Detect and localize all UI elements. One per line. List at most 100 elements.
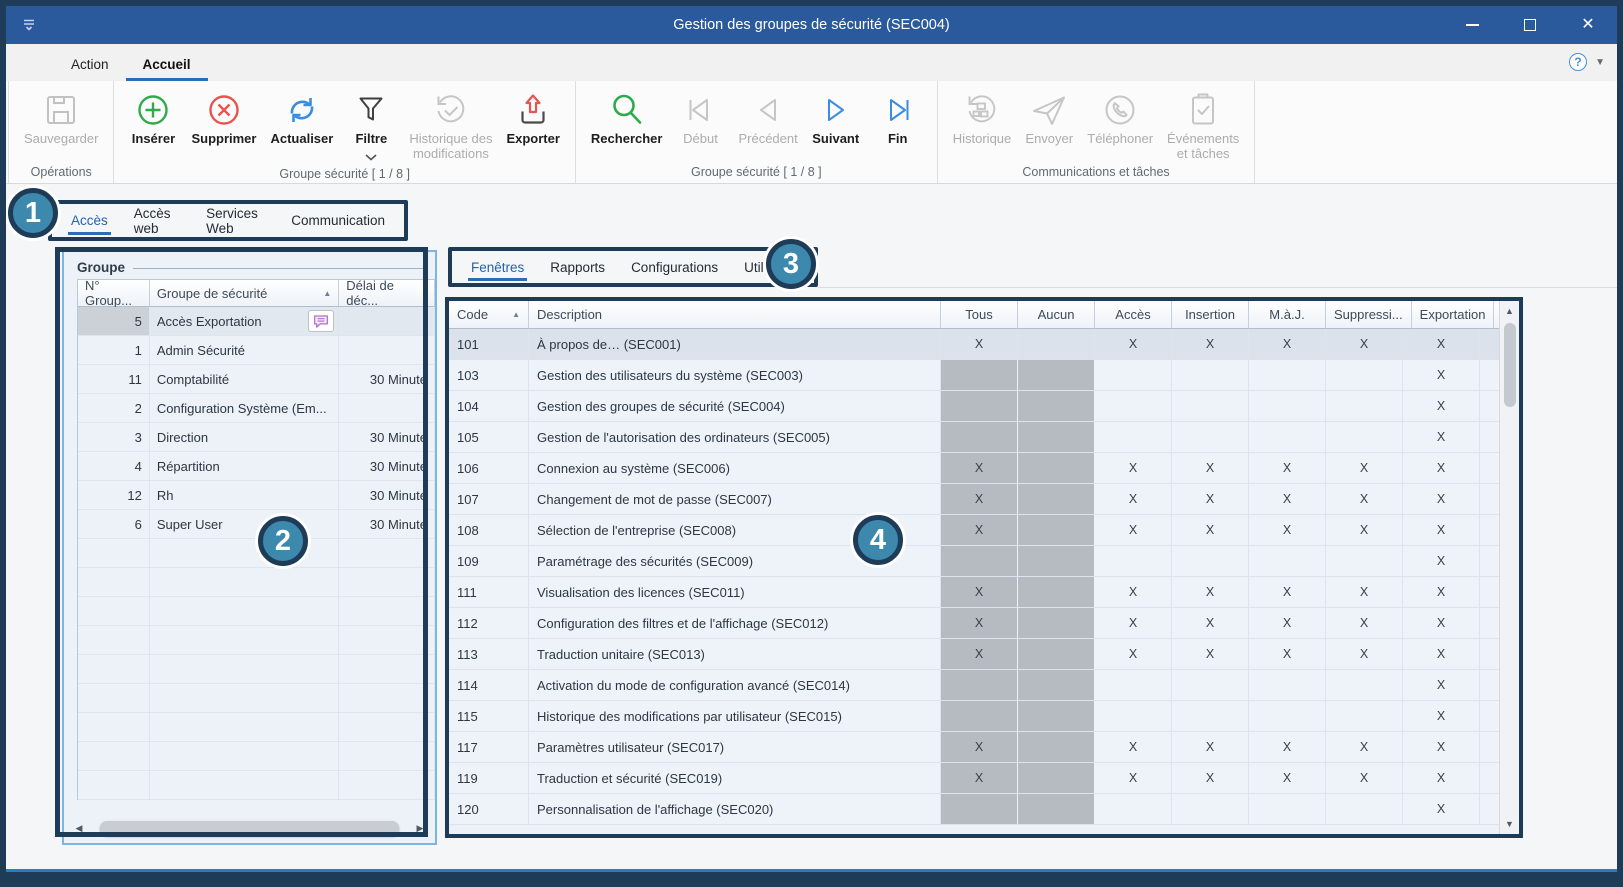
chevron-down-icon[interactable] bbox=[365, 148, 377, 166]
exporter-button[interactable]: Exporter bbox=[503, 87, 562, 147]
permission-cell-suppressi[interactable]: X bbox=[1326, 608, 1403, 638]
ribbon-tab-accueil[interactable]: Accueil bbox=[125, 48, 208, 81]
permission-cell-aucun[interactable] bbox=[1018, 732, 1095, 762]
permission-cell-acces[interactable]: X bbox=[1095, 639, 1172, 669]
permission-cell-aucun[interactable] bbox=[1018, 763, 1095, 793]
permission-cell-aucun[interactable] bbox=[1018, 329, 1095, 359]
permission-cell-exportation[interactable]: X bbox=[1403, 546, 1480, 576]
permission-cell-m-a-j[interactable]: X bbox=[1249, 732, 1326, 762]
permission-cell-suppressi[interactable]: X bbox=[1326, 763, 1403, 793]
group-row-direction[interactable]: 3 Direction 30 Minute bbox=[78, 423, 435, 452]
permission-cell-exportation[interactable]: X bbox=[1403, 639, 1480, 669]
tab-communication[interactable]: Communication bbox=[291, 213, 385, 228]
table-row-107[interactable]: 107 Changement de mot de passe (SEC007) X X… bbox=[449, 484, 1499, 515]
table-row-106[interactable]: 106 Connexion au système (SEC006) X X X X X X bbox=[449, 453, 1499, 484]
column-header-code[interactable]: Code ▲ bbox=[449, 301, 529, 329]
table-row-119[interactable]: 119 Traduction et sécurité (SEC019) X X X X X X bbox=[449, 763, 1499, 794]
column-header-acces[interactable]: Accès bbox=[1095, 301, 1172, 329]
permission-cell-acces[interactable]: X bbox=[1095, 608, 1172, 638]
permission-cell-suppressi[interactable] bbox=[1326, 794, 1403, 824]
group-row-comptabilite[interactable]: 11 Comptabilité 30 Minute bbox=[78, 365, 435, 394]
column-header-aucun[interactable]: Aucun bbox=[1018, 301, 1095, 329]
permission-cell-tous[interactable]: X bbox=[941, 639, 1018, 669]
permission-cell-insertion[interactable]: X bbox=[1172, 453, 1249, 483]
permission-cell-suppressi[interactable] bbox=[1326, 670, 1403, 700]
permission-cell-insertion[interactable] bbox=[1172, 391, 1249, 421]
permission-cell-tous[interactable] bbox=[941, 670, 1018, 700]
permission-cell-insertion[interactable] bbox=[1172, 794, 1249, 824]
table-row-109[interactable]: 109 Paramétrage des sécurités (SEC009) X bbox=[449, 546, 1499, 577]
group-row-repartition[interactable]: 4 Répartition 30 Minute bbox=[78, 452, 435, 481]
maximize-button[interactable] bbox=[1501, 6, 1559, 44]
permission-cell-m-a-j[interactable] bbox=[1249, 422, 1326, 452]
permission-cell-aucun[interactable] bbox=[1018, 608, 1095, 638]
tab-acces[interactable]: Accès bbox=[58, 204, 121, 237]
tab-rapports[interactable]: Rapports bbox=[550, 259, 606, 275]
permission-cell-aucun[interactable] bbox=[1018, 639, 1095, 669]
scroll-left-icon[interactable]: ◀ bbox=[75, 823, 83, 833]
permission-cell-exportation[interactable]: X bbox=[1403, 794, 1480, 824]
group-row-acces-exportation[interactable]: 5 Accès Exportation bbox=[78, 307, 435, 336]
permission-cell-m-a-j[interactable]: X bbox=[1249, 577, 1326, 607]
permission-cell-exportation[interactable]: X bbox=[1403, 360, 1480, 390]
permission-cell-acces[interactable]: X bbox=[1095, 577, 1172, 607]
permission-cell-suppressi[interactable]: X bbox=[1326, 577, 1403, 607]
permission-cell-exportation[interactable]: X bbox=[1403, 391, 1480, 421]
permission-cell-acces[interactable]: X bbox=[1095, 484, 1172, 514]
permission-cell-m-a-j[interactable] bbox=[1249, 701, 1326, 731]
group-row-configuration-systeme-em[interactable]: 2 Configuration Système (Em... bbox=[78, 394, 435, 423]
note-button[interactable] bbox=[308, 310, 335, 332]
permission-cell-insertion[interactable]: X bbox=[1172, 577, 1249, 607]
permission-cell-acces[interactable]: X bbox=[1095, 763, 1172, 793]
permission-cell-insertion[interactable] bbox=[1172, 670, 1249, 700]
permission-cell-tous[interactable]: X bbox=[941, 577, 1018, 607]
permission-cell-suppressi[interactable]: X bbox=[1326, 484, 1403, 514]
tab-configurations[interactable]: Configurations bbox=[631, 259, 719, 275]
permission-cell-aucun[interactable] bbox=[1018, 670, 1095, 700]
permission-cell-suppressi[interactable]: X bbox=[1326, 453, 1403, 483]
column-header-description[interactable]: Description bbox=[529, 301, 941, 329]
permission-cell-suppressi[interactable]: X bbox=[1326, 515, 1403, 545]
permission-cell-m-a-j[interactable]: X bbox=[1249, 329, 1326, 359]
permission-cell-exportation[interactable]: X bbox=[1403, 453, 1480, 483]
permission-cell-tous[interactable]: X bbox=[941, 732, 1018, 762]
permission-cell-acces[interactable] bbox=[1095, 794, 1172, 824]
horizontal-scrollbar[interactable]: ◀ ▶ bbox=[72, 819, 427, 838]
table-row-108[interactable]: 108 Sélection de l'entreprise (SEC008) X X X… bbox=[449, 515, 1499, 546]
permission-cell-insertion[interactable]: X bbox=[1172, 732, 1249, 762]
permission-cell-m-a-j[interactable]: X bbox=[1249, 515, 1326, 545]
permission-cell-exportation[interactable]: X bbox=[1403, 670, 1480, 700]
permission-cell-insertion[interactable] bbox=[1172, 360, 1249, 390]
table-row-117[interactable]: 117 Paramètres utilisateur (SEC017) X X X X X X bbox=[449, 732, 1499, 763]
permission-cell-tous[interactable]: X bbox=[941, 515, 1018, 545]
tab-services-web[interactable]: Services Web bbox=[206, 205, 258, 236]
permission-cell-m-a-j[interactable] bbox=[1249, 360, 1326, 390]
tab-fenetres[interactable]: Fenêtres bbox=[458, 251, 537, 283]
permission-cell-exportation[interactable]: X bbox=[1403, 484, 1480, 514]
permission-cell-aucun[interactable] bbox=[1018, 484, 1095, 514]
permission-cell-suppressi[interactable] bbox=[1326, 391, 1403, 421]
permission-cell-suppressi[interactable] bbox=[1326, 360, 1403, 390]
permission-cell-insertion[interactable] bbox=[1172, 701, 1249, 731]
permission-cell-exportation[interactable]: X bbox=[1403, 577, 1480, 607]
column-header-groupe-de-securite[interactable]: Groupe de sécurité ▲ bbox=[149, 280, 340, 307]
column-header-tous[interactable]: Tous bbox=[941, 301, 1018, 329]
permission-cell-acces[interactable]: X bbox=[1095, 732, 1172, 762]
permission-cell-m-a-j[interactable]: X bbox=[1249, 639, 1326, 669]
permission-cell-m-a-j[interactable] bbox=[1249, 546, 1326, 576]
rechercher-button[interactable]: Rechercher bbox=[588, 87, 666, 147]
permission-cell-m-a-j[interactable] bbox=[1249, 670, 1326, 700]
table-row-115[interactable]: 115 Historique des modifications par util… bbox=[449, 701, 1499, 732]
column-header-suppressi[interactable]: Suppressi... bbox=[1326, 301, 1412, 329]
permission-cell-tous[interactable] bbox=[941, 546, 1018, 576]
permission-cell-acces[interactable] bbox=[1095, 391, 1172, 421]
vertical-scrollbar[interactable]: ▲ ▼ bbox=[1499, 301, 1519, 834]
permission-cell-insertion[interactable]: X bbox=[1172, 763, 1249, 793]
permission-cell-insertion[interactable] bbox=[1172, 422, 1249, 452]
permission-cell-suppressi[interactable] bbox=[1326, 422, 1403, 452]
permission-cell-aucun[interactable] bbox=[1018, 360, 1095, 390]
permission-cell-aucun[interactable] bbox=[1018, 391, 1095, 421]
permission-cell-suppressi[interactable]: X bbox=[1326, 732, 1403, 762]
chevron-down-icon[interactable]: ▼ bbox=[1595, 56, 1605, 68]
permission-cell-aucun[interactable] bbox=[1018, 701, 1095, 731]
